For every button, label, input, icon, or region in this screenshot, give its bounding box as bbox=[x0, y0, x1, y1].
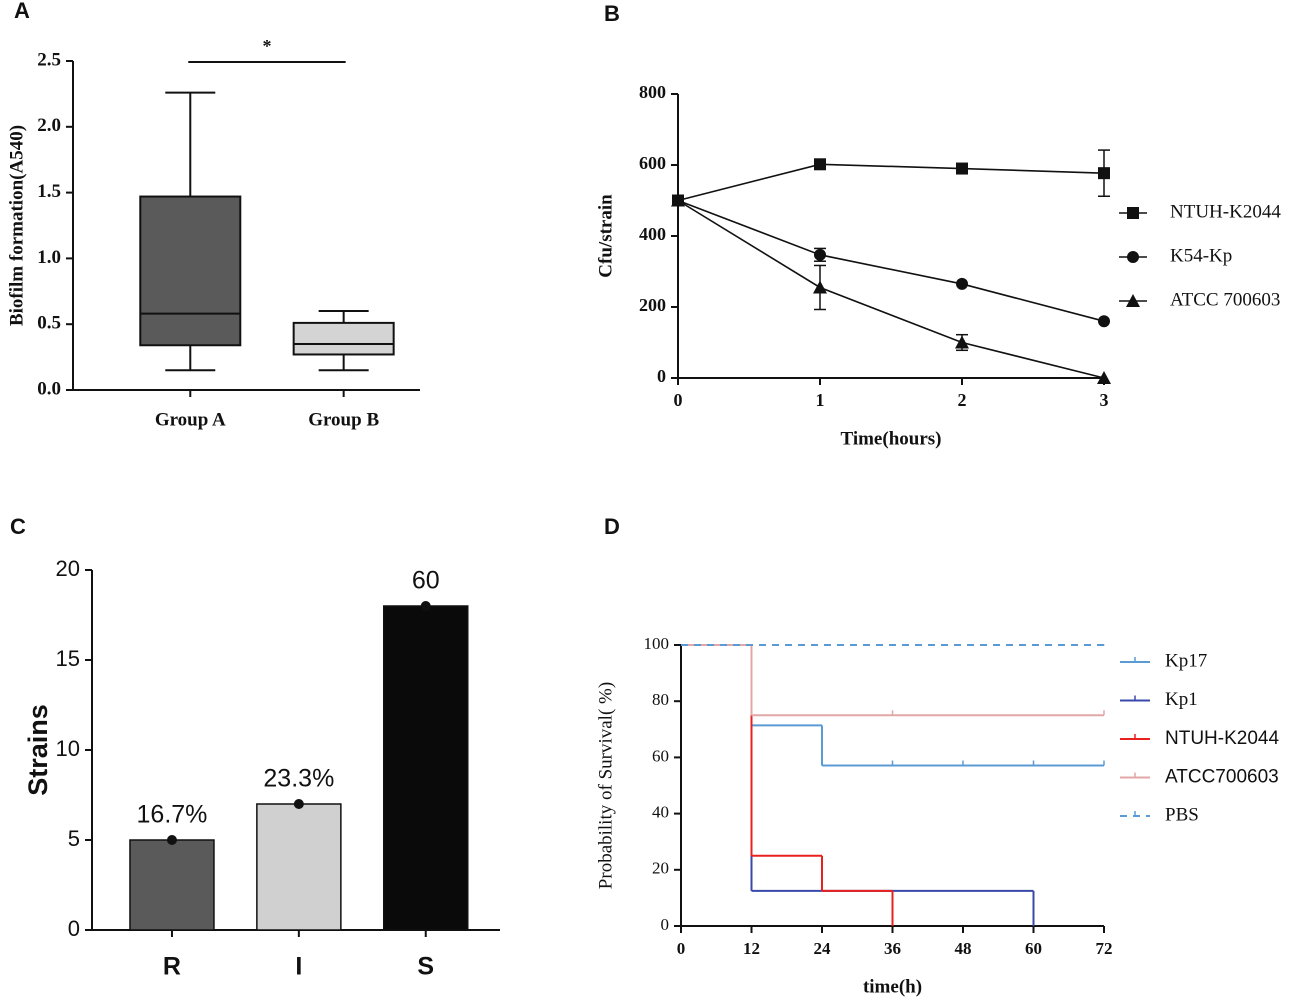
y-axis-label: Biofilm formation(A540) bbox=[6, 125, 27, 326]
y-tick-label: 800 bbox=[639, 82, 666, 102]
y-tick-label: 200 bbox=[639, 295, 666, 315]
legend-label: ATCC700603 bbox=[1165, 767, 1279, 788]
x-axis-label: Time(hours) bbox=[841, 428, 942, 449]
x-tick-label: 2 bbox=[958, 390, 967, 410]
marker bbox=[956, 162, 968, 175]
marker bbox=[1126, 294, 1140, 307]
marker bbox=[1097, 371, 1111, 384]
point bbox=[293, 799, 304, 809]
x-tick-label: Group B bbox=[308, 409, 379, 430]
bar bbox=[256, 803, 342, 931]
marker bbox=[813, 280, 827, 294]
bar bbox=[382, 605, 469, 931]
x-tick-label: 36 bbox=[884, 939, 901, 958]
marker bbox=[814, 248, 826, 261]
panel-label: D bbox=[604, 514, 620, 539]
y-tick-label: 5 bbox=[68, 826, 80, 851]
x-tick-label: 60 bbox=[1025, 939, 1042, 958]
y-tick-label: 0.5 bbox=[37, 313, 61, 334]
x-tick-label: 24 bbox=[814, 939, 832, 958]
x-tick-label: 1 bbox=[816, 390, 825, 410]
bar-annotation: 23.3% bbox=[263, 765, 334, 793]
y-tick-label: 1.0 bbox=[37, 247, 61, 268]
y-tick-label: 2.0 bbox=[37, 115, 61, 136]
y-tick-label: 60 bbox=[652, 746, 669, 765]
y-tick-label: 0 bbox=[657, 366, 666, 386]
y-axis-label: Probability of Survival( %) bbox=[595, 682, 616, 889]
series-line bbox=[677, 199, 1105, 322]
box bbox=[139, 195, 242, 347]
y-tick-label: 600 bbox=[639, 153, 666, 173]
bar bbox=[129, 839, 215, 931]
y-axis-label: Cfu/strain bbox=[595, 194, 616, 278]
marker bbox=[956, 277, 968, 290]
bar-annotation: 16.7% bbox=[137, 801, 208, 829]
x-axis-label: time(h) bbox=[863, 976, 922, 997]
y-tick-label: 400 bbox=[639, 224, 666, 244]
panel-label: C bbox=[10, 514, 26, 539]
y-tick-label: 20 bbox=[56, 556, 80, 581]
x-tick-label: 3 bbox=[1100, 390, 1109, 410]
x-tick-label: Group A bbox=[155, 409, 226, 430]
marker bbox=[955, 335, 969, 349]
y-tick-label: 20 bbox=[652, 859, 669, 878]
y-tick-label: 2.5 bbox=[37, 49, 61, 70]
legend-label: K54-Kp bbox=[1170, 245, 1232, 266]
y-tick-label: 80 bbox=[652, 690, 669, 709]
box bbox=[292, 321, 395, 356]
x-tick-label: 72 bbox=[1096, 939, 1113, 958]
marker bbox=[1098, 167, 1110, 180]
legend-label: Kp17 bbox=[1165, 650, 1207, 671]
bar-annotation: 60 bbox=[412, 567, 440, 595]
legend-label: NTUH-K2044 bbox=[1165, 728, 1279, 749]
legend-label: Kp1 bbox=[1165, 689, 1198, 710]
y-tick-label: 0.0 bbox=[37, 378, 61, 399]
marker bbox=[814, 158, 826, 171]
x-tick-label: R bbox=[163, 953, 181, 981]
series-line bbox=[677, 163, 1105, 202]
marker bbox=[1098, 315, 1110, 328]
y-tick-label: 10 bbox=[56, 736, 80, 761]
y-tick-label: 100 bbox=[644, 634, 670, 653]
y-tick-label: 1.5 bbox=[37, 181, 61, 202]
marker bbox=[1127, 251, 1139, 263]
y-tick-label: 0 bbox=[661, 915, 670, 934]
x-tick-label: 0 bbox=[677, 939, 686, 958]
legend-label: NTUH-K2044 bbox=[1170, 201, 1281, 222]
x-tick-label: I bbox=[295, 953, 302, 981]
x-tick-label: 0 bbox=[674, 390, 683, 410]
legend-label: ATCC 700603 bbox=[1170, 289, 1280, 310]
y-tick-label: 15 bbox=[56, 646, 80, 671]
x-tick-label: S bbox=[417, 953, 434, 981]
x-tick-label: 12 bbox=[743, 939, 760, 958]
y-axis-label: Strains bbox=[23, 704, 53, 796]
legend-label: PBS bbox=[1165, 804, 1199, 825]
y-tick-label: 0 bbox=[68, 916, 80, 941]
x-tick-label: 48 bbox=[955, 939, 972, 958]
significance-mark: * bbox=[262, 36, 271, 56]
y-tick-label: 40 bbox=[652, 803, 669, 822]
series-line bbox=[677, 199, 1105, 379]
marker bbox=[671, 193, 685, 207]
point bbox=[166, 835, 177, 845]
panel-label: B bbox=[604, 1, 620, 26]
marker bbox=[1127, 207, 1139, 219]
point bbox=[420, 601, 431, 611]
panel-label: A bbox=[14, 0, 30, 23]
